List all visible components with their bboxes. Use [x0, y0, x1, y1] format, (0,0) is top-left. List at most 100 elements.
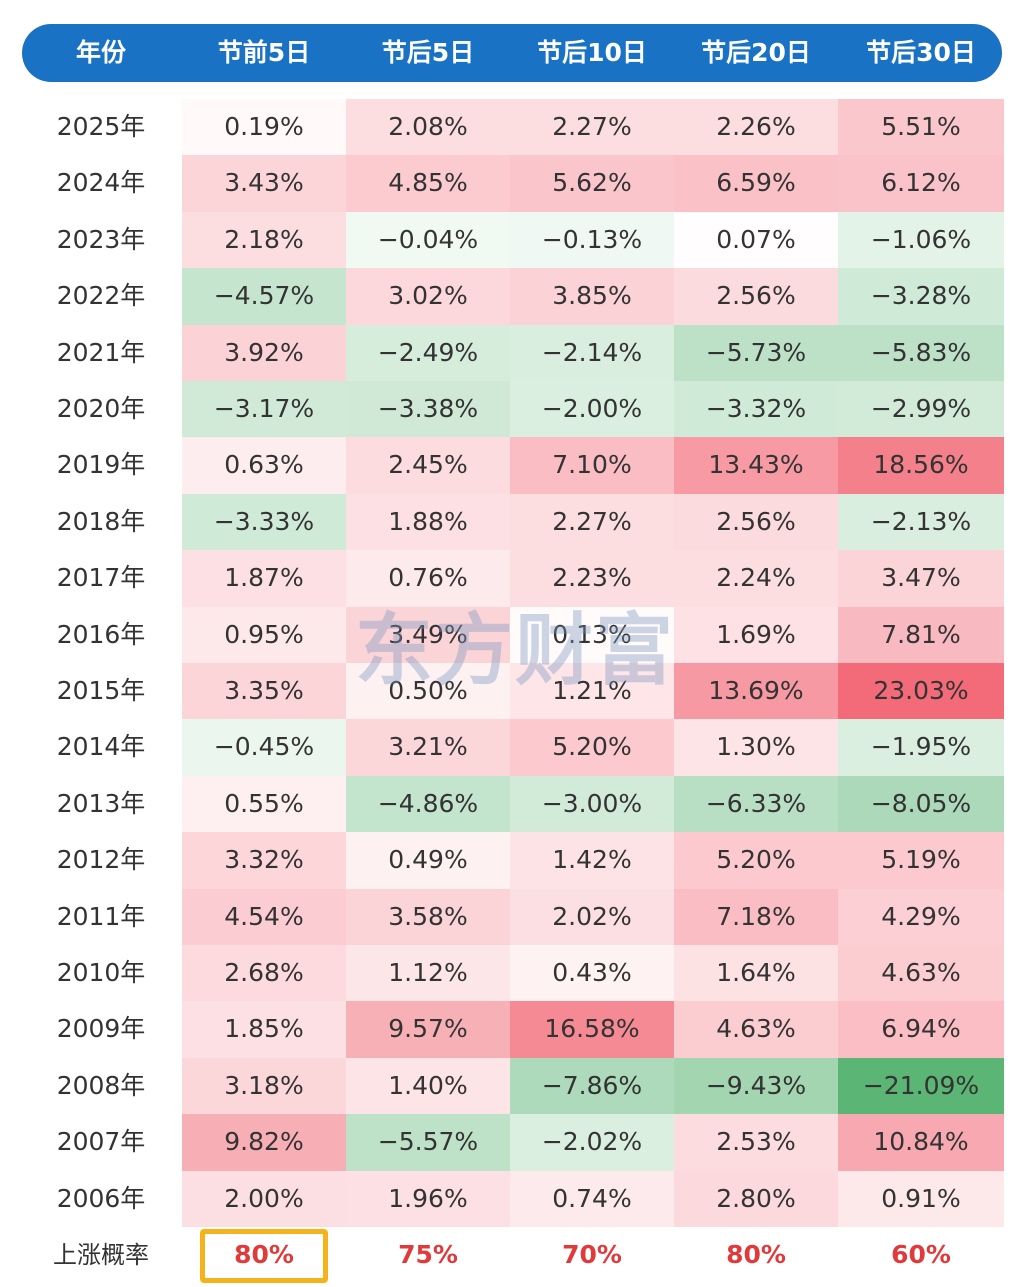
probability-value: 60%	[891, 1240, 951, 1269]
heatmap-cell: 7.10%	[510, 437, 674, 494]
heatmap-cell: −1.95%	[838, 719, 1004, 776]
year-label: 2010年	[56, 958, 146, 987]
heatmap-cell: −9.43%	[674, 1057, 838, 1115]
heatmap-cell: 3.18%	[182, 1057, 346, 1115]
heatmap-cell: 5.19%	[838, 832, 1004, 889]
probability-value: 80%	[234, 1240, 294, 1269]
year-label: 2019年	[56, 450, 146, 480]
heatmap-cell: 7.18%	[674, 888, 838, 945]
heatmap-cell: 5.20%	[510, 719, 674, 776]
heatmap-cell: −3.38%	[346, 381, 510, 438]
year-label: 2015年	[56, 676, 146, 705]
heatmap-cell: −3.00%	[510, 775, 674, 833]
heatmap-cell: 2.27%	[510, 493, 674, 551]
heatmap-cell: 1.69%	[674, 606, 838, 663]
year-label: 2022年	[56, 281, 146, 311]
heatmap-cell: 1.40%	[346, 1057, 510, 1115]
heatmap-cell: −2.02%	[510, 1114, 674, 1171]
heatmap-cell: 1.21%	[510, 663, 674, 720]
heatmap-cell: −21.09%	[838, 1057, 1004, 1115]
year-label: 2017年	[56, 563, 146, 593]
header-col-3: 节后10日	[537, 38, 647, 67]
probability-value: 80%	[726, 1240, 786, 1269]
heatmap-cell: 10.84%	[838, 1114, 1004, 1171]
header-year: 年份	[75, 38, 126, 67]
heatmap-cell: 3.58%	[346, 888, 510, 945]
heatmap-cell: 9.82%	[182, 1114, 346, 1171]
year-label: 2009年	[56, 1014, 146, 1044]
heatmap-cell: 3.21%	[346, 719, 510, 776]
heatmap-cell: 2.80%	[674, 1170, 838, 1227]
heatmap-cell: 2.02%	[510, 888, 674, 945]
year-label: 2020年	[56, 394, 146, 423]
heatmap-cell: 13.69%	[674, 663, 838, 720]
heatmap-cell: 0.76%	[346, 550, 510, 607]
heatmap-cell: 0.91%	[838, 1170, 1004, 1227]
heatmap-cell: 3.49%	[346, 606, 510, 663]
heatmap-cell: −2.00%	[510, 381, 674, 438]
heatmap-cell: 4.63%	[838, 945, 1004, 1002]
heatmap-cell: 1.64%	[674, 945, 838, 1002]
heatmap-cell: −1.06%	[838, 211, 1004, 269]
heatmap-cell: 2.08%	[346, 99, 510, 156]
heatmap-cell: −7.86%	[510, 1057, 674, 1115]
table-header: 年份 节前5日 节后5日 节后10日 节后20日 节后30日	[22, 24, 1002, 82]
heatmap-cell: −0.45%	[182, 719, 346, 776]
heatmap-cell: 2.00%	[182, 1170, 346, 1227]
heatmap-cell: 6.94%	[838, 1001, 1004, 1058]
year-label: 2024年	[56, 168, 146, 198]
heatmap-cell: 0.19%	[182, 99, 346, 155]
heatmap-cell: 2.18%	[182, 211, 346, 269]
heatmap-cell: 5.20%	[674, 832, 838, 889]
heatmap-cell: 0.95%	[182, 606, 346, 663]
heatmap-cell: 5.62%	[510, 155, 674, 212]
heatmap-cell: 3.43%	[182, 155, 346, 212]
year-label: 2011年	[56, 901, 146, 931]
heatmap-cell: −5.83%	[838, 324, 1004, 381]
heatmap-cell: 0.07%	[716, 224, 796, 254]
heatmap-cell: 0.74%	[510, 1170, 674, 1227]
year-label: 2021年	[56, 337, 146, 367]
heatmap-cell: 2.27%	[510, 99, 674, 156]
heatmap-cell: 0.63%	[182, 437, 346, 494]
header-col-5: 节后30日	[866, 38, 976, 67]
heatmap-cell: 1.42%	[510, 832, 674, 889]
year-label: 2018年	[56, 506, 146, 536]
heatmap-cell: 2.45%	[346, 437, 510, 494]
heatmap-cell: 3.47%	[838, 550, 1004, 607]
heatmap-cell: −6.33%	[674, 775, 838, 833]
heatmap-cell: 4.63%	[674, 1001, 838, 1058]
heatmap-cell: 6.12%	[838, 155, 1004, 212]
heatmap-cell: 4.85%	[346, 155, 510, 212]
heatmap-cell: −5.57%	[346, 1114, 510, 1171]
heatmap-cell: −3.33%	[182, 493, 346, 551]
heatmap-cell: 0.13%	[510, 607, 674, 663]
heatmap-cell: 18.56%	[838, 437, 1004, 494]
heatmap-cell: 9.57%	[346, 1001, 510, 1058]
heatmap-cell: −3.28%	[838, 268, 1004, 325]
header-col-4: 节后20日	[701, 38, 811, 67]
year-label: 2006年	[56, 1183, 146, 1213]
heatmap-cell: 23.03%	[838, 663, 1004, 720]
heatmap-cell: 2.68%	[182, 945, 346, 1002]
heatmap-cell: −2.99%	[838, 381, 1004, 438]
heatmap-cell: 1.30%	[674, 719, 838, 776]
heatmap-cell: 13.43%	[674, 437, 838, 494]
header-col-1: 节前5日	[217, 38, 311, 67]
heatmap-cell: −4.57%	[182, 268, 346, 325]
year-label: 2014年	[56, 732, 146, 762]
year-label: 2012年	[56, 845, 146, 875]
heatmap-cell: 3.35%	[182, 663, 346, 720]
heatmap-cell: 2.26%	[674, 99, 838, 156]
heatmap-cell: 1.87%	[182, 550, 346, 607]
heatmap-cell: 2.23%	[510, 550, 674, 607]
heatmap-cell: 2.53%	[674, 1114, 838, 1171]
heatmap-cell: 3.32%	[182, 832, 346, 889]
heatmap-cell: 5.51%	[838, 99, 1004, 156]
heatmap-cell: 0.50%	[346, 663, 510, 720]
heatmap-cell: 4.29%	[838, 888, 1004, 945]
heatmap-cell: −8.05%	[838, 775, 1004, 833]
year-label: 2008年	[56, 1070, 146, 1100]
heatmap-cell: 1.96%	[346, 1170, 510, 1227]
